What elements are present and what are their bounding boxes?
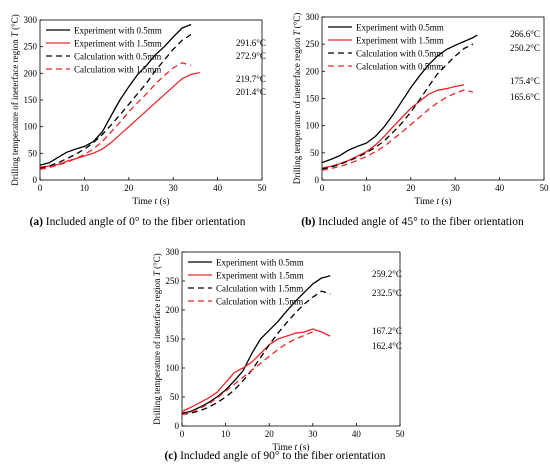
y-tick-label: 300 [24, 15, 38, 25]
x-tick-label: 40 [352, 429, 362, 439]
value-annotation-1: 232.5°C [372, 288, 402, 298]
x-tick-label: 20 [406, 183, 416, 193]
x-tick-label: 50 [540, 183, 550, 193]
x-tick-label: 30 [169, 183, 179, 193]
series-line-0 [181, 275, 331, 414]
legend-label-0: Experiment with 0.5mm [74, 26, 162, 36]
value-annotation-2: 175.4°C [510, 76, 540, 86]
x-tick-label: 10 [80, 183, 90, 193]
y-tick-label: 100 [24, 122, 38, 132]
series-line-1 [39, 71, 200, 168]
y-tick-label: 0 [175, 421, 180, 431]
y-tick-label: 50 [28, 148, 38, 158]
value-annotation-0: 266.6°C [510, 29, 540, 39]
series-line-2 [181, 290, 331, 416]
value-annotation-1: 272.9°C [236, 51, 266, 61]
y-tick-label: 200 [166, 305, 180, 315]
x-tick-label: 20 [265, 429, 275, 439]
y-tick-label: 200 [306, 66, 320, 76]
y-axis-label: Drilling temperature of ineterface regio… [10, 14, 20, 186]
y-axis-label: Drilling temperature of ineterface regio… [152, 253, 162, 425]
y-tick-label: 100 [306, 121, 320, 131]
series-line-0 [39, 23, 192, 166]
legend-label-3: Calculation with 1.5mm [74, 65, 161, 75]
series-line-3 [181, 331, 314, 416]
value-annotation-1: 250.2°C [510, 43, 540, 53]
x-tick-label: 50 [258, 183, 268, 193]
y-tick-label: 150 [166, 334, 180, 344]
y-tick-label: 250 [306, 39, 320, 49]
x-tick-label: 50 [396, 429, 406, 439]
legend-label-3: Calculation with 0.5mm [356, 62, 443, 72]
y-tick-label: 150 [306, 94, 320, 104]
y-tick-label: 100 [166, 363, 180, 373]
value-annotation-2: 219.7°C [236, 74, 266, 84]
value-annotation-0: 259.2°C [372, 269, 402, 279]
x-axis-label: Time t (s) [132, 196, 169, 207]
x-axis-label: Time t (s) [272, 442, 309, 453]
x-tick-label: 0 [180, 429, 185, 439]
legend-label-2: Calculation with 1.5mm [216, 284, 303, 294]
legend-label-2: Calculation with 0.5mm [356, 49, 443, 59]
legend-label-3: Calculation with 1.5mm [216, 297, 303, 307]
series-line-1 [181, 328, 331, 413]
y-axis-label: Drilling temperature of ineterface regio… [292, 13, 302, 185]
series-line-1 [321, 84, 465, 169]
y-tick-label: 250 [24, 42, 38, 52]
series-line-3 [321, 89, 474, 171]
y-tick-label: 50 [170, 392, 180, 402]
y-tick-label: 150 [24, 95, 38, 105]
legend-label-1: Experiment with 1.5mm [74, 39, 162, 49]
y-tick-label: 300 [166, 247, 180, 257]
y-tick-label: 0 [33, 175, 38, 185]
value-annotation-3: 162.4°C [372, 341, 402, 351]
series-line-2 [39, 33, 192, 169]
x-axis-label: Time t (s) [414, 196, 451, 207]
chart-2: 0 10 20 30 40 50 0 50 100 150 200 250 300 Time t (s) D… [152, 247, 405, 453]
x-tick-label: 20 [124, 183, 134, 193]
x-tick-label: 0 [38, 183, 43, 193]
series-line-3 [39, 62, 192, 170]
chart-0: 0 10 20 30 40 50 0 50 100 150 200 250 300 Time t (s) D… [10, 14, 267, 207]
caption-a: (a) Included angle of 0° to the fiber or… [29, 216, 246, 228]
x-tick-label: 40 [213, 183, 223, 193]
caption-c: (c) Included angle of 90° to the fiber o… [164, 450, 386, 462]
value-annotation-3: 165.6°C [510, 92, 540, 102]
value-annotation-0: 291.6°C [236, 38, 266, 48]
legend-label-0: Experiment with 0.5mm [216, 258, 304, 268]
legend-label-1: Experiment with 1.5mm [216, 271, 304, 281]
value-annotation-2: 167.2°C [372, 326, 402, 336]
x-tick-label: 40 [495, 183, 505, 193]
x-tick-label: 0 [320, 183, 325, 193]
x-tick-label: 30 [451, 183, 461, 193]
x-tick-label: 30 [308, 429, 318, 439]
y-tick-label: 0 [315, 175, 320, 185]
series-line-0 [321, 34, 478, 164]
y-tick-label: 200 [24, 68, 38, 78]
y-tick-label: 250 [166, 276, 180, 286]
chart-1: 0 10 20 30 40 50 0 50 100 150 200 250 300 Time t (s) D… [292, 12, 549, 207]
x-tick-label: 10 [362, 183, 372, 193]
caption-b: (b) Included angle of 45° to the fiber o… [301, 216, 524, 228]
legend-label-1: Experiment with 1.5mm [356, 36, 444, 46]
legend-label-0: Experiment with 0.5mm [356, 23, 444, 33]
legend-label-2: Calculation with 0.5mm [74, 52, 161, 62]
y-tick-label: 50 [310, 148, 320, 158]
value-annotation-3: 201.4°C [236, 87, 266, 97]
y-tick-label: 300 [306, 12, 320, 22]
x-tick-label: 10 [221, 429, 231, 439]
